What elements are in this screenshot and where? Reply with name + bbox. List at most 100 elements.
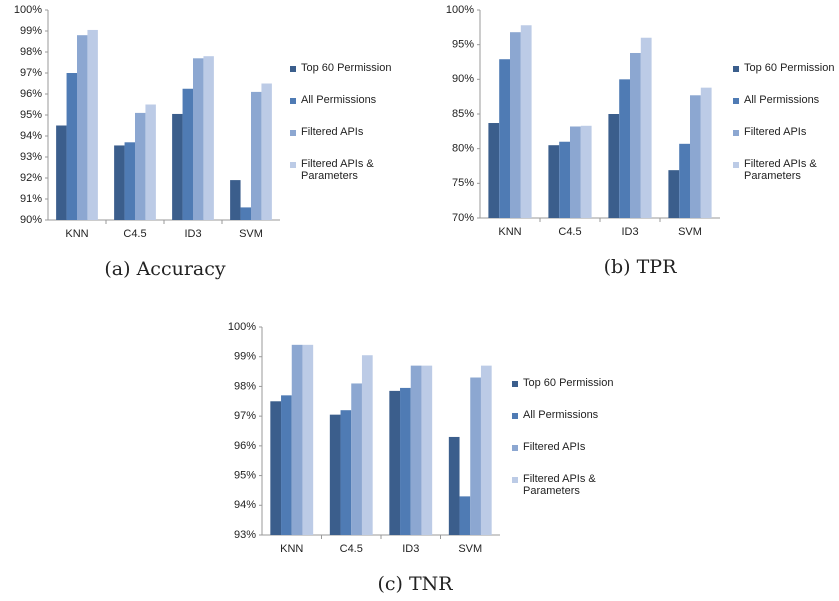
chart: 93% 94% 95% 96% 97% 98% 99% 100% KNN C4.5 ID3 SVM	[228, 321, 500, 555]
bar	[329, 414, 341, 535]
y-tick-label: 100%	[14, 4, 42, 16]
legend-label: Filtered APIs	[744, 126, 807, 138]
bar	[251, 91, 262, 221]
legend-item: All Permissions	[733, 94, 839, 106]
bar	[203, 56, 214, 221]
bar	[389, 390, 401, 535]
y-tick-label: 100%	[228, 321, 256, 333]
bar	[230, 180, 241, 220]
bar	[66, 73, 77, 220]
legend-swatch	[512, 413, 518, 419]
bar	[570, 126, 581, 218]
legend-item: Filtered APIs & Parameters	[733, 158, 839, 182]
legend-item: Filtered APIs & Parameters	[512, 473, 622, 497]
legend-item: All Permissions	[512, 409, 622, 421]
x-tick-label: C4.5	[340, 543, 363, 555]
y-tick-label: 95%	[452, 39, 474, 51]
bar	[480, 365, 492, 535]
bar	[700, 87, 712, 218]
bar	[630, 52, 641, 219]
y-tick-label: 97%	[234, 410, 256, 422]
bar	[548, 145, 560, 218]
y-tick-label: 96%	[234, 440, 256, 452]
y-tick-label: 95%	[234, 469, 256, 481]
bar	[340, 410, 352, 535]
y-tick-label: 94%	[234, 499, 256, 511]
bar	[135, 112, 146, 220]
y-tick-label: 90%	[452, 73, 474, 85]
bar	[421, 365, 433, 535]
legend-label: Filtered APIs & Parameters	[301, 158, 374, 182]
y-tick-label: 92%	[20, 172, 42, 184]
x-tick-label: ID3	[621, 226, 638, 238]
legend-swatch	[733, 130, 739, 136]
y-tick-label: 99%	[234, 351, 256, 363]
bar	[145, 104, 156, 220]
legend-swatch	[512, 477, 518, 483]
bar	[690, 95, 701, 218]
x-tick-label: C4.5	[558, 226, 581, 238]
legend-item: Filtered APIs	[512, 441, 622, 453]
legend-label: All Permissions	[301, 94, 377, 106]
chart: 90% 91% 92% 93% 94% 95% 96% 97% 98% 99% 100% KNN C4.…	[14, 4, 280, 240]
bar	[351, 383, 362, 535]
legend-label: All Permissions	[744, 94, 820, 106]
legend-swatch	[733, 98, 739, 104]
legend-label: All Permissions	[523, 409, 599, 421]
bar	[410, 365, 422, 535]
bar	[87, 29, 98, 221]
chart: 70% 75% 80% 85% 90% 95% 100% KNN C4.5 ID3 SVM	[446, 4, 720, 238]
bar	[520, 25, 532, 219]
caption: (c) TNR	[377, 573, 453, 595]
legend-swatch	[733, 66, 739, 72]
bar	[499, 59, 510, 218]
bar	[182, 88, 193, 220]
legend-label: Filtered APIs & Parameters	[523, 473, 596, 497]
legend-swatch	[290, 162, 296, 168]
bar	[56, 125, 67, 220]
bar	[400, 387, 411, 535]
bar	[640, 37, 652, 218]
bar	[77, 35, 88, 221]
bar	[488, 123, 500, 218]
legend-item: Top 60 Permission	[290, 62, 400, 74]
bar	[240, 207, 251, 220]
x-tick-label: KNN	[498, 226, 521, 238]
bar	[270, 401, 282, 535]
bar	[608, 114, 620, 218]
legend-swatch	[290, 98, 296, 104]
x-tick-label: ID3	[402, 543, 419, 555]
y-tick-label: 97%	[20, 67, 42, 79]
y-tick-label: 96%	[20, 88, 42, 100]
bar	[361, 355, 373, 535]
bar	[114, 145, 125, 220]
y-tick-label: 91%	[20, 193, 42, 205]
bar	[261, 83, 272, 220]
y-tick-label: 85%	[452, 108, 474, 120]
legend-label: Top 60 Permission	[301, 62, 392, 74]
x-tick-label: SVM	[458, 543, 482, 555]
y-tick-label: 70%	[452, 212, 474, 224]
bar	[470, 377, 481, 535]
chart-panel: 70% 75% 80% 85% 90% 95% 100% KNN C4.5 ID3 SVM Top 6…	[430, 0, 839, 300]
legend-swatch	[512, 445, 518, 451]
y-tick-label: 95%	[20, 109, 42, 121]
x-tick-label: SVM	[239, 228, 263, 240]
legend-label: Filtered APIs	[301, 126, 364, 138]
bar	[281, 395, 292, 535]
y-tick-label: 90%	[20, 214, 42, 226]
legend-label: Top 60 Permission	[523, 377, 614, 389]
bar	[510, 32, 521, 218]
bar	[302, 344, 314, 535]
y-tick-label: 94%	[20, 130, 42, 142]
caption: (b) TPR	[603, 256, 677, 278]
bar	[580, 125, 592, 218]
bar	[619, 79, 630, 218]
legend-swatch	[290, 66, 296, 72]
y-tick-label: 93%	[20, 151, 42, 163]
legend-label: Top 60 Permission	[744, 62, 835, 74]
legend-swatch	[512, 381, 518, 387]
legend-item: Filtered APIs & Parameters	[290, 158, 400, 182]
y-tick-label: 98%	[20, 46, 42, 58]
bar	[679, 143, 690, 218]
